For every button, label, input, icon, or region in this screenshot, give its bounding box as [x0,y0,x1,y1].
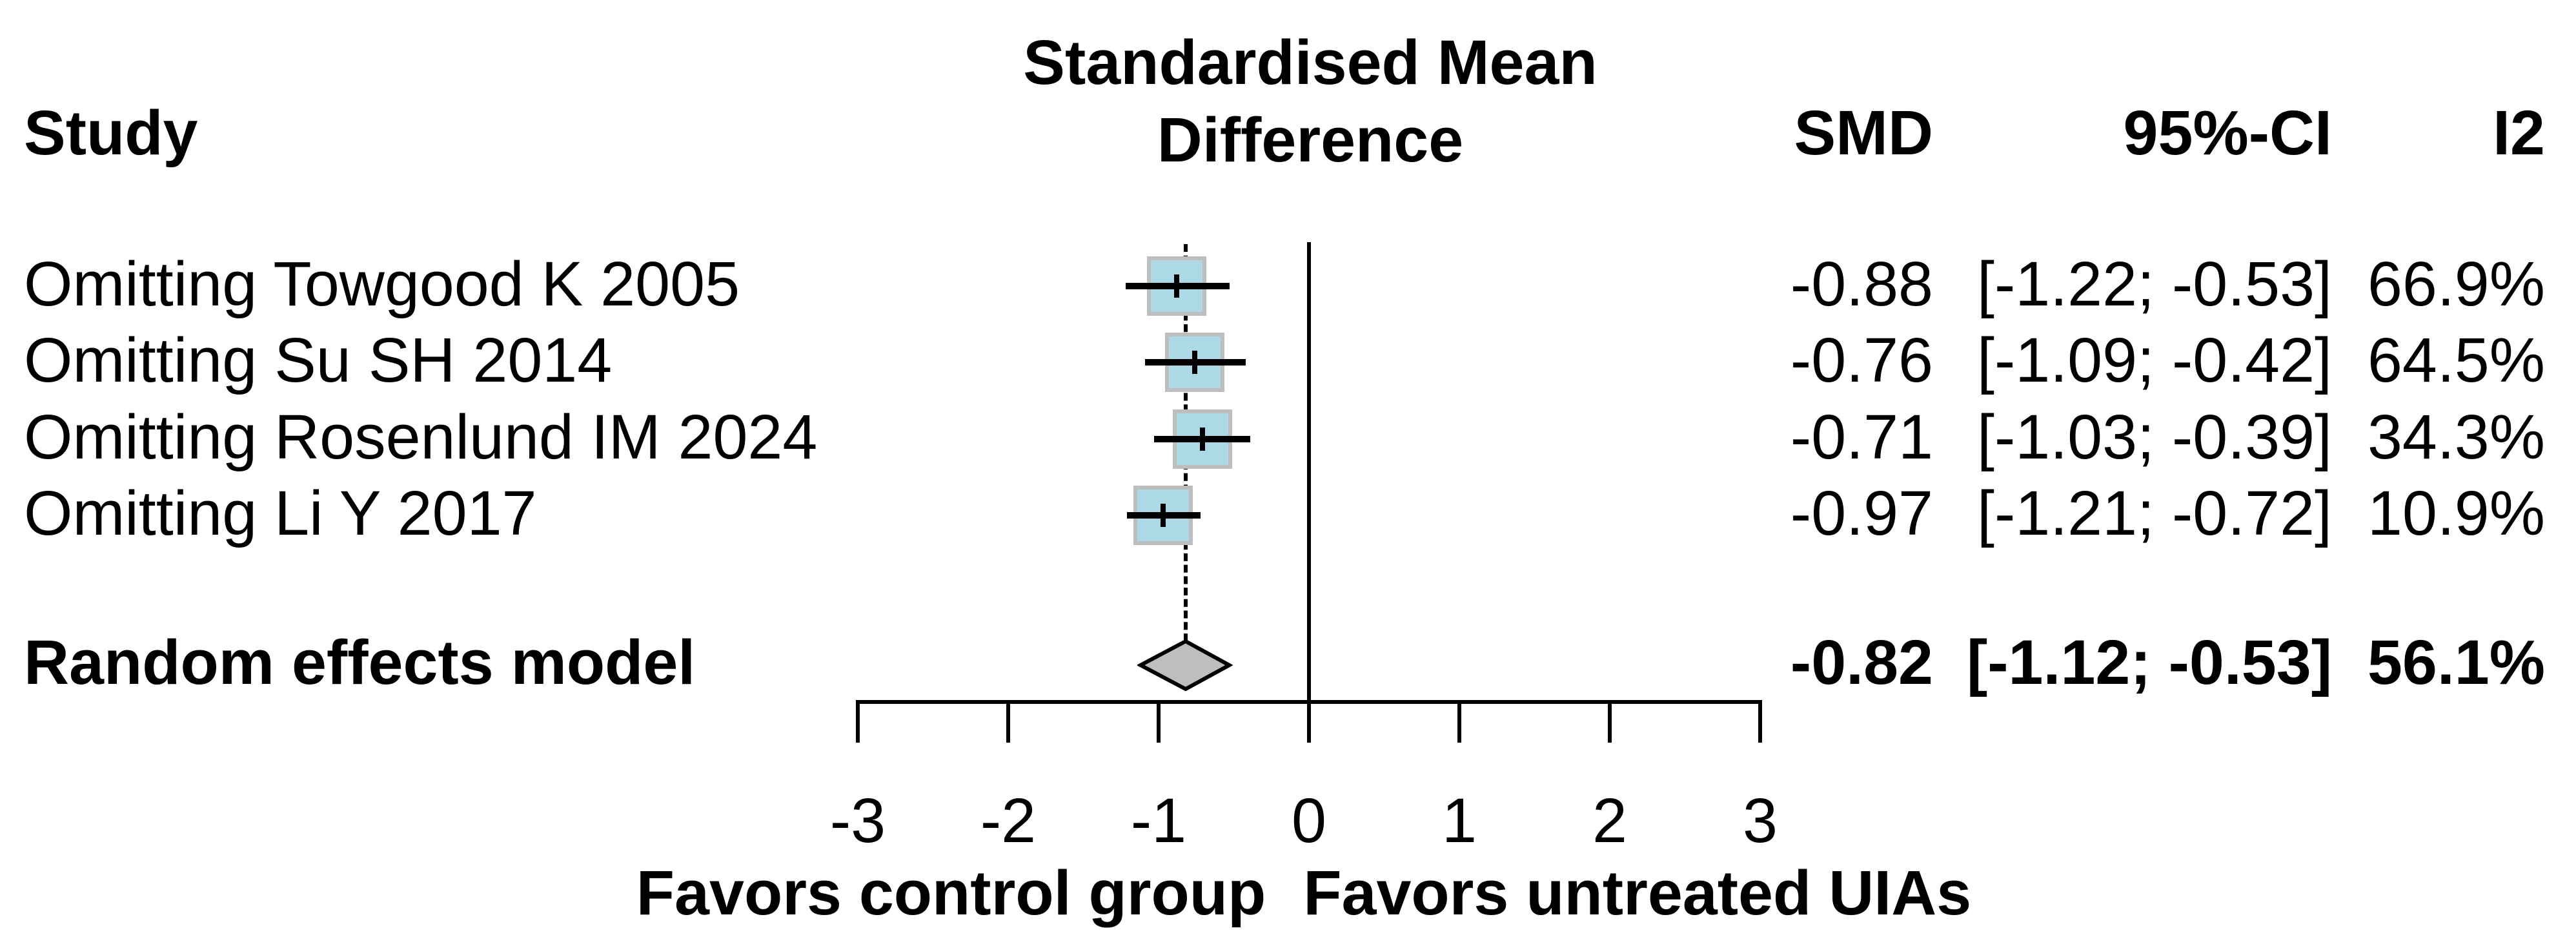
smd-column-header: SMD [1794,98,1933,168]
ci-value: [-1.22; -0.53] [1977,249,2332,319]
ci-value: [-1.03; -0.39] [1977,401,2332,472]
effect-column-header-line2: Difference [1157,105,1464,175]
point-marker [1192,351,1197,375]
smd-value: -0.97 [1790,477,1933,548]
pooled-ci-value: [-1.12; -0.53] [1966,627,2332,697]
pooled-smd-value: -0.82 [1790,627,1933,697]
x-axis-tick [856,702,860,743]
ci-column-header: 95%-CI [2123,98,2332,168]
effect-column-header: Standardised Mean Difference [1023,24,1597,179]
x-axis-tick-label: -3 [829,785,886,856]
x-axis-tick [1758,702,1762,743]
x-axis-tick-label: -2 [980,785,1037,856]
x-axis-caption: Favors control group Favors untreated UI… [636,861,1971,924]
x-axis-tick [1307,702,1311,743]
pooled-diamond [1137,639,1233,692]
smd-value: -0.88 [1790,249,1933,319]
x-axis-tick-label: 3 [1743,785,1778,856]
study-row-label: Omitting Li Y 2017 [24,477,537,548]
i2-value: 66.9% [2367,249,2545,319]
i2-value: 64.5% [2367,325,2545,396]
x-axis-tick [1457,702,1461,743]
pooled-row-label: Random effects model [24,627,696,697]
i2-value: 34.3% [2367,401,2545,472]
x-axis-tick [1608,702,1612,743]
ci-value: [-1.21; -0.72] [1977,477,2332,548]
x-axis-tick [1157,702,1161,743]
point-marker [1199,427,1205,451]
i2-column-header: I2 [2493,98,2545,168]
point-marker [1173,274,1179,298]
study-row-label: Omitting Su SH 2014 [24,325,613,396]
point-marker [1160,503,1166,527]
i2-value: 10.9% [2367,477,2545,548]
x-axis-caption-left: Favors control group [636,858,1266,928]
x-axis-tick-label: 0 [1292,785,1326,856]
ci-value: [-1.09; -0.42] [1977,325,2332,396]
study-column-header: Study [24,98,198,168]
x-axis-tick-label: 1 [1442,785,1477,856]
zero-line [1307,242,1311,702]
x-axis-tick-label: 2 [1592,785,1627,856]
smd-value: -0.76 [1790,325,1933,396]
study-row-label: Omitting Towgood K 2005 [24,249,740,319]
smd-value: -0.71 [1790,401,1933,472]
x-axis-tick-label: -1 [1130,785,1187,856]
effect-column-header-line1: Standardised Mean [1023,27,1597,98]
study-row-label: Omitting Rosenlund IM 2024 [24,401,818,472]
x-axis-caption-right: Favors untreated UIAs [1303,858,1972,928]
x-axis-tick [1006,702,1010,743]
pooled-i2-value: 56.1% [2367,627,2545,697]
